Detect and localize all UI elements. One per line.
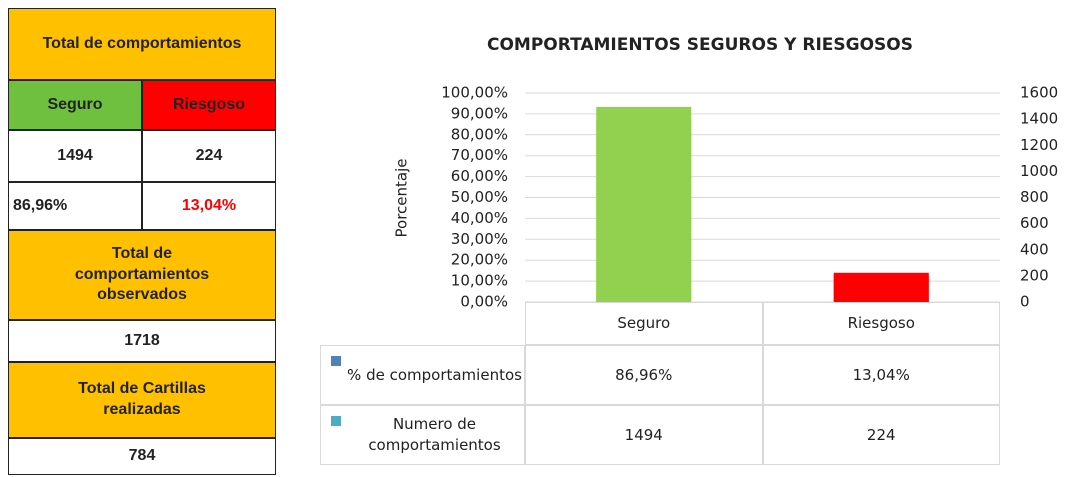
y-tick-label: 30,00%	[451, 230, 508, 248]
y-tick-label: 80,00%	[451, 125, 508, 143]
data-table-cell: 86,96%	[525, 345, 763, 405]
y-tick-label: 20,00%	[451, 251, 508, 269]
x-tick-label: Riesgoso	[762, 302, 1000, 345]
column-header: Seguro	[8, 80, 142, 130]
cartillas-value: 784	[8, 438, 276, 475]
y2-tick-label: 800	[1020, 188, 1049, 206]
y2-tick-label: 400	[1020, 240, 1049, 258]
y2-tick-label: 600	[1020, 214, 1049, 232]
observed-value: 1718	[8, 320, 276, 362]
legend-swatch	[331, 416, 341, 426]
observed-header: Total de comportamientos observados	[8, 230, 276, 320]
y-tick-label: 90,00%	[451, 104, 508, 122]
legend-swatch	[331, 356, 341, 366]
chart-title: COMPORTAMIENTOS SEGUROS Y RIESGOSOS	[487, 35, 913, 55]
y-tick-label: 10,00%	[451, 272, 508, 290]
y-tick-label: 70,00%	[451, 146, 508, 164]
summary-header: Total de comportamientos	[8, 8, 276, 80]
y2-tick-label: 1600	[1020, 84, 1058, 102]
y-tick-label: 100,00%	[441, 84, 508, 102]
data-table-cell: 224	[762, 405, 1000, 465]
y2-tick-label: 200	[1020, 266, 1049, 284]
count-cell: 1494	[8, 130, 142, 182]
y-tick-label: 50,00%	[451, 188, 508, 206]
y-tick-label: 0,00%	[460, 293, 508, 311]
legend-entry: % de comportamientos	[320, 345, 525, 405]
bar	[833, 272, 929, 302]
bar	[596, 106, 692, 302]
percent-cell: 86,96%	[8, 182, 142, 230]
column-header: Riesgoso	[142, 80, 276, 130]
cartillas-header: Total de Cartillas realizadas	[8, 362, 276, 438]
y2-tick-label: 1000	[1020, 162, 1058, 180]
data-table-cell: 1494	[525, 405, 763, 465]
data-table-cell: 13,04%	[762, 345, 1000, 405]
y2-tick-label: 1200	[1020, 136, 1058, 154]
y-tick-label: 40,00%	[451, 209, 508, 227]
y-axis-label: Porcentaje	[393, 159, 411, 238]
x-tick-label: Seguro	[525, 302, 763, 345]
y-tick-label: 60,00%	[451, 167, 508, 185]
percent-cell: 13,04%	[142, 182, 276, 230]
count-cell: 224	[142, 130, 276, 182]
y2-tick-label: 0	[1020, 293, 1030, 311]
legend-entry: Numero de comportamientos	[320, 405, 525, 465]
y2-tick-label: 1400	[1020, 110, 1058, 128]
